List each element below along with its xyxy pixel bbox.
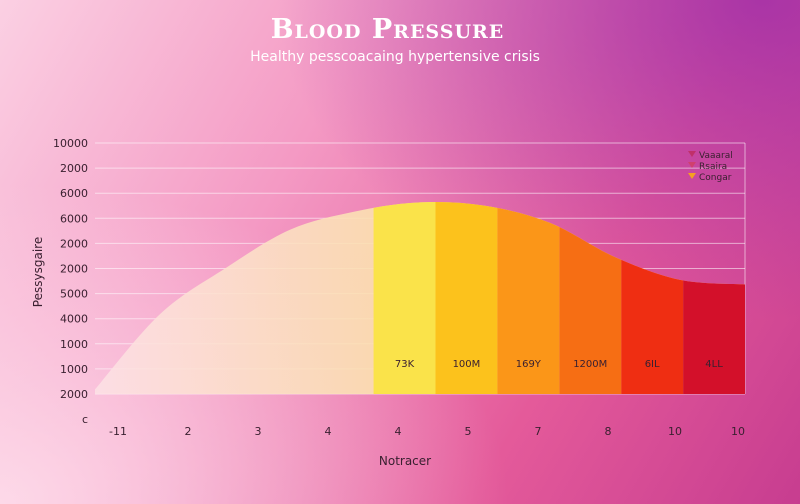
band-label: 1200M bbox=[573, 359, 607, 370]
chart-subtitle: Healthy pesscoacaing hypertensive crisis bbox=[250, 49, 540, 65]
y-tick-label: 4000 bbox=[60, 313, 88, 326]
y-tick-label: 1000 bbox=[60, 338, 88, 351]
legend-label: Vaaaral bbox=[699, 151, 733, 161]
y-tick-label: 2000 bbox=[60, 388, 88, 401]
y-tick-label: 6000 bbox=[60, 187, 88, 200]
band-4 bbox=[559, 201, 622, 394]
y-tick-label: c bbox=[82, 413, 88, 426]
x-tick-label: 4 bbox=[395, 425, 402, 438]
chart-title: Blood Pressure bbox=[270, 14, 505, 45]
y-axis-ticks: 10000 2000 6000 6000 2000 2000 5000 4000 1000 100… bbox=[53, 137, 88, 426]
y-tick-label: 2000 bbox=[60, 162, 88, 175]
x-tick-label: -11 bbox=[109, 425, 127, 438]
band-label: 73K bbox=[395, 359, 415, 370]
x-tick-label: 3 bbox=[255, 425, 262, 438]
band-label: 169Y bbox=[516, 359, 542, 370]
legend-label: Rsaira bbox=[699, 162, 727, 172]
legend-marker bbox=[688, 173, 696, 179]
legend-marker bbox=[688, 162, 696, 168]
band-3 bbox=[497, 201, 560, 394]
x-tick-label: 10 bbox=[668, 425, 682, 438]
x-tick-label: 5 bbox=[465, 425, 472, 438]
band-label: 4LL bbox=[705, 359, 723, 370]
x-tick-label: 7 bbox=[535, 425, 542, 438]
y-tick-label: 1000 bbox=[60, 363, 88, 376]
x-tick-label: 4 bbox=[325, 425, 332, 438]
band-1 bbox=[373, 201, 436, 394]
x-axis-ticks: -11 2 3 4 4 5 7 8 10 10 bbox=[109, 425, 745, 438]
y-tick-label: 5000 bbox=[60, 288, 88, 301]
x-tick-label: 10 bbox=[731, 425, 745, 438]
x-tick-label: 8 bbox=[605, 425, 612, 438]
y-tick-label: 6000 bbox=[60, 212, 88, 225]
y-tick-label: 10000 bbox=[53, 137, 88, 150]
band-2 bbox=[435, 201, 498, 394]
x-tick-label: 2 bbox=[185, 425, 192, 438]
band-label: 6IL bbox=[645, 359, 660, 370]
x-axis-title: Notracer bbox=[379, 454, 431, 468]
y-tick-label: 2000 bbox=[60, 237, 88, 250]
legend-label: Congar bbox=[699, 173, 732, 183]
band-group: 73K 100M 169Y 1200M 6IL 4LL bbox=[373, 201, 745, 394]
y-axis-title: Pessysgaire bbox=[31, 237, 45, 307]
y-tick-label: 2000 bbox=[60, 263, 88, 276]
band-label: 100M bbox=[453, 359, 481, 370]
band-5 bbox=[621, 201, 684, 394]
legend-marker bbox=[688, 151, 696, 157]
